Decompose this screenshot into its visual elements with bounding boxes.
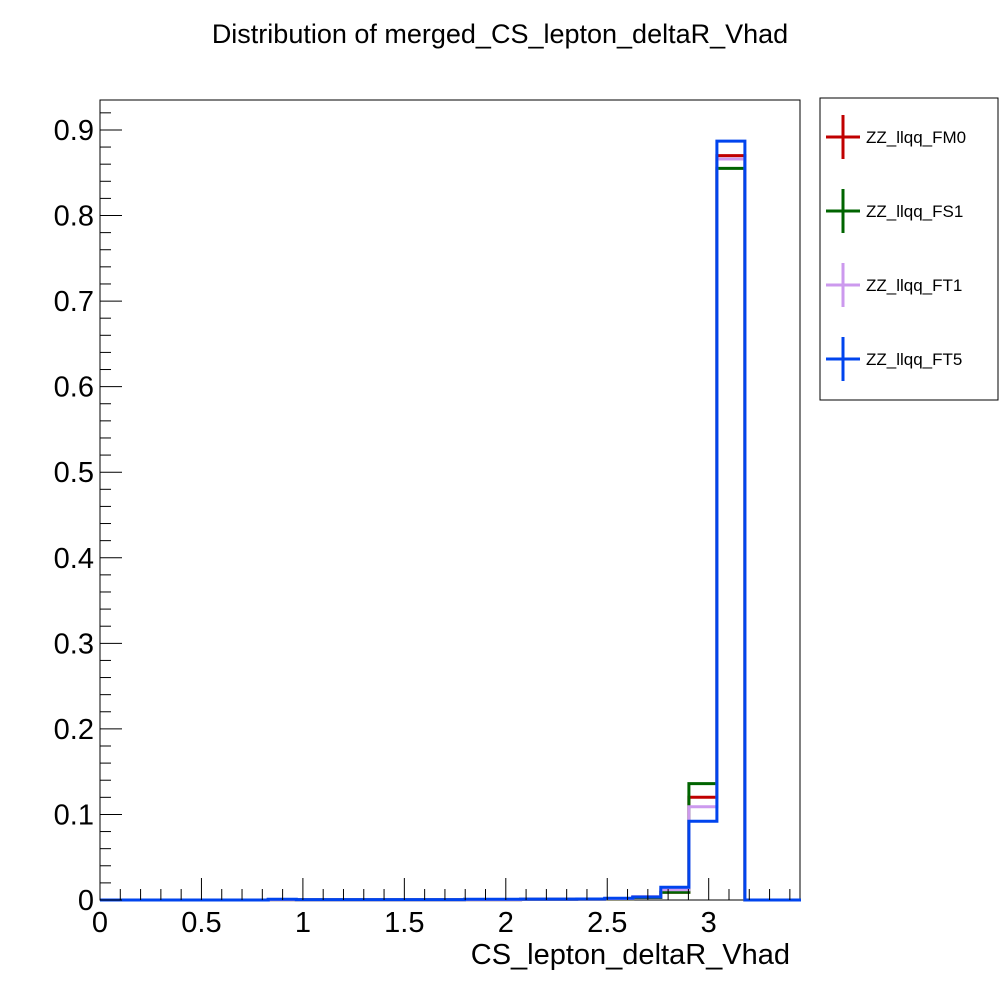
legend-item: ZZ_llqq_FT5: [826, 337, 962, 381]
x-tick-label: 3: [701, 907, 717, 939]
legend-item: ZZ_llqq_FS1: [826, 189, 963, 233]
y-tick-label: 0.1: [54, 799, 94, 831]
y-tick-label: 0.4: [54, 543, 94, 575]
x-tick-label: 1.5: [384, 907, 424, 939]
x-tick-label: 2: [498, 907, 514, 939]
y-tick-label: 0.7: [54, 286, 94, 318]
series-line-0: [100, 154, 801, 902]
legend-label: ZZ_llqq_FM0: [866, 128, 966, 147]
x-tick-label: 0: [92, 907, 108, 939]
legend: ZZ_llqq_FM0 ZZ_llqq_FS1 ZZ_llqq_FT1 ZZ_llqq…: [826, 115, 966, 381]
legend-box: [819, 97, 999, 401]
x-tick-label: 0.5: [181, 907, 221, 939]
series-layer: [100, 139, 801, 902]
legend-item: ZZ_llqq_FM0: [826, 115, 966, 159]
x-tick-label: 2.5: [587, 907, 627, 939]
y-tick-label: 0.9: [54, 115, 94, 147]
chart-title: Distribution of merged_CS_lepton_deltaR_…: [212, 19, 788, 49]
plot-frame: [99, 99, 801, 901]
y-tick-label: 0.8: [54, 201, 94, 233]
x-axis: 0 0.5 1 1.5 2 2.5 3: [92, 878, 791, 939]
x-axis-label: CS_lepton_deltaR_Vhad: [471, 939, 790, 971]
x-tick-label: 1: [295, 907, 311, 939]
y-tick-label: 0.6: [54, 372, 94, 404]
series-line-3: [100, 139, 801, 902]
y-tick-label: 0.5: [54, 457, 94, 489]
series-line-2: [100, 157, 801, 902]
y-tick-label: 0: [78, 885, 94, 917]
legend-item: ZZ_llqq_FT1: [826, 263, 962, 307]
y-tick-label: 0.2: [54, 714, 94, 746]
y-axis: 0 0.1 0.2 0.3 0.4 0.5 0.6 0.7 0.8 0.9: [54, 112, 122, 917]
y-tick-label: 0.3: [54, 628, 94, 660]
legend-label: ZZ_llqq_FS1: [866, 202, 963, 221]
legend-label: ZZ_llqq_FT5: [866, 350, 962, 369]
legend-label: ZZ_llqq_FT1: [866, 276, 962, 295]
series-line-1: [100, 166, 801, 902]
